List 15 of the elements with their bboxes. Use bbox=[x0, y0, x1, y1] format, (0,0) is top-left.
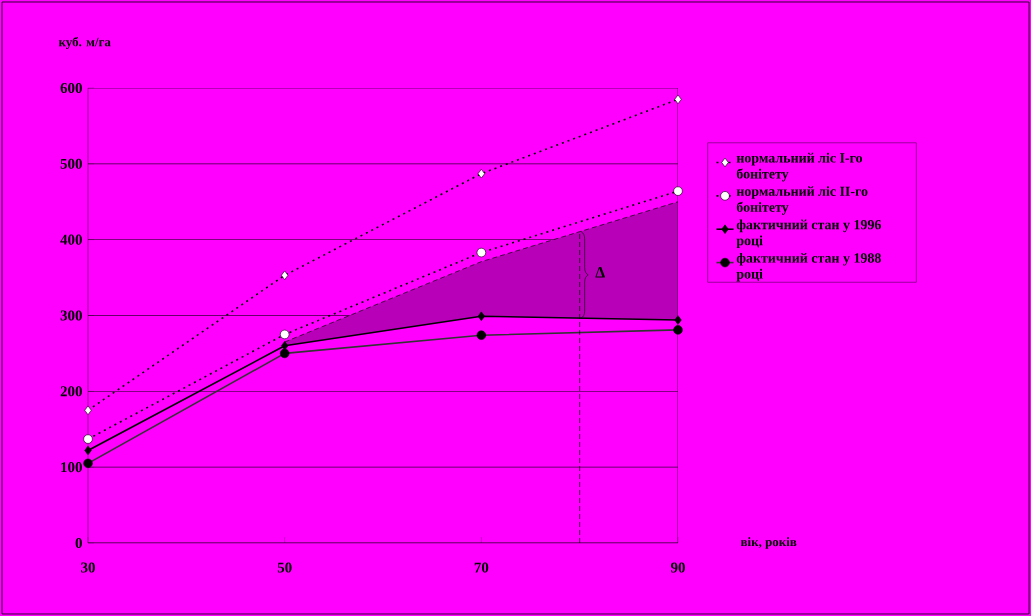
y-tick-label: 500 bbox=[60, 158, 82, 169]
y-tick-label: 100 bbox=[61, 462, 82, 473]
y-tick-label: 200 bbox=[60, 386, 82, 397]
x-tick-label: 30 bbox=[81, 562, 95, 573]
legend-label: фактичний стан у 1988 році bbox=[736, 252, 881, 282]
x-tick-label: 50 bbox=[277, 562, 292, 573]
annotation: Δ bbox=[595, 267, 605, 278]
y-tick-label: 300 bbox=[60, 310, 82, 321]
y-axis-title: куб. м/га bbox=[58, 36, 111, 50]
y-tick-label: 0 bbox=[75, 537, 82, 549]
x-tick-label: 70 bbox=[474, 562, 489, 573]
y-tick-label: 400 bbox=[60, 234, 82, 245]
y-tick-label: 600 bbox=[60, 82, 82, 94]
x-tick-label: 90 bbox=[670, 562, 685, 573]
x-axis-title: вік, років bbox=[740, 537, 797, 549]
